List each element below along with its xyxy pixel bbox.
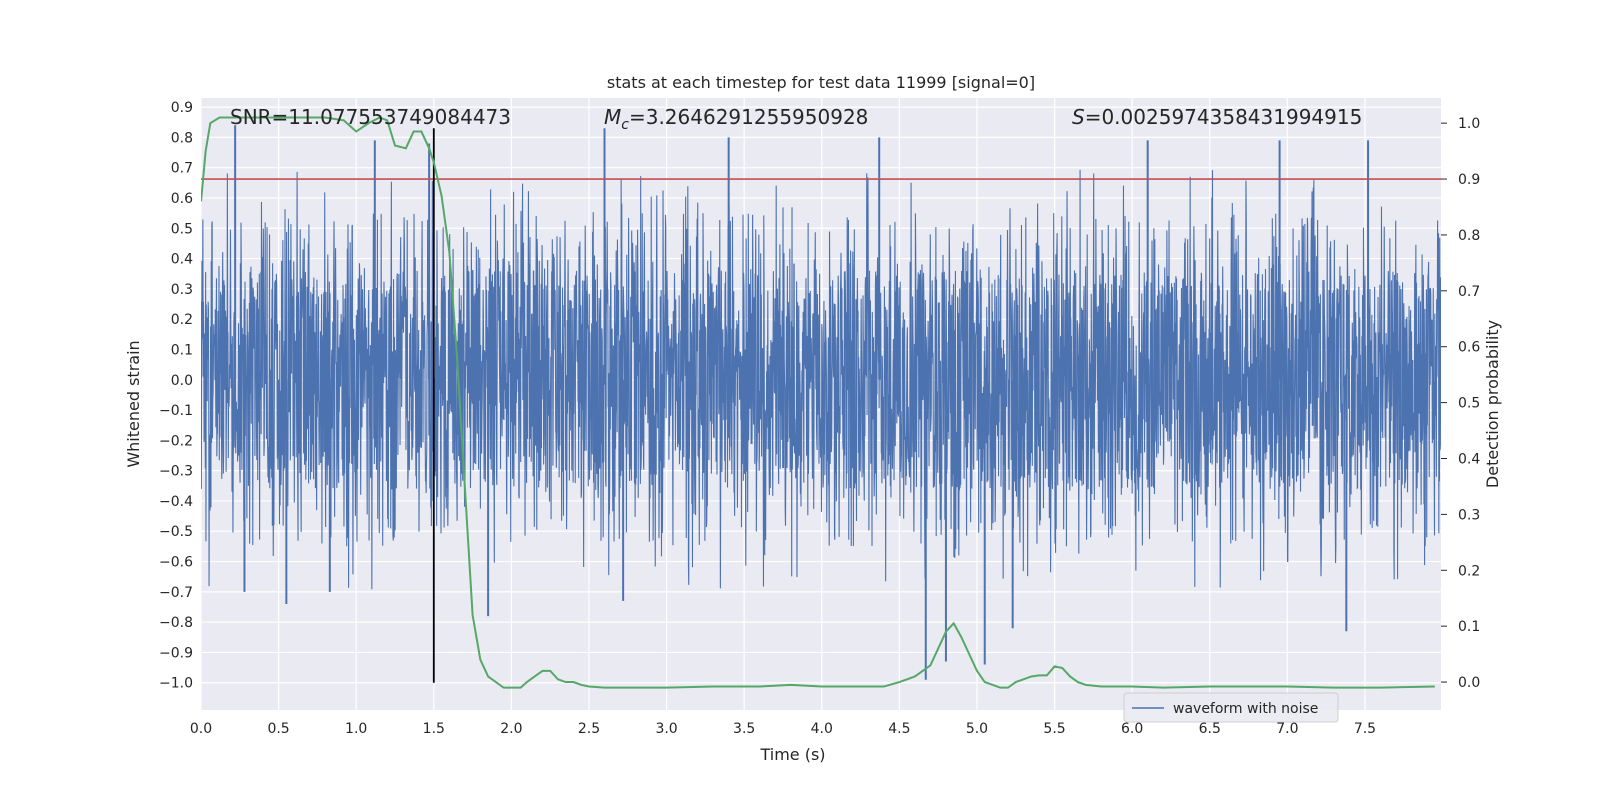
- chart-title: stats at each timestep for test data 119…: [607, 73, 1035, 92]
- y-axis-label: Whitened strain: [124, 340, 143, 467]
- y2-tick-label: 0.5: [1458, 396, 1480, 412]
- y2-axis-label: Detection probability: [1483, 320, 1502, 488]
- y-tick-label: −1.0: [159, 676, 193, 692]
- x-tick-label: 2.5: [578, 721, 600, 737]
- x-tick-label: 3.0: [655, 721, 677, 737]
- x-tick-label: 3.5: [733, 721, 755, 737]
- y-tick-label: −0.9: [159, 645, 193, 661]
- y2-tick-label: 0.6: [1458, 340, 1480, 356]
- x-tick-label: 5.5: [1043, 721, 1065, 737]
- waveform-line: [201, 169, 1441, 590]
- y2-tick-label: 0.9: [1458, 172, 1480, 188]
- y2-tick-label: 1.0: [1458, 116, 1480, 132]
- y2-tick-label: 0.4: [1458, 451, 1480, 467]
- y-tick-label: −0.4: [159, 494, 193, 510]
- y2-ticks: 1.0 0.9 0.8 0.7 0.6 0.5 0.4 0.3 0.2 0.1 0.0: [1441, 116, 1480, 691]
- legend-box: [1123, 692, 1339, 723]
- x-tick-label: 6.5: [1199, 721, 1221, 737]
- y-tick-label: 0.0: [171, 373, 193, 389]
- y-tick-label: −0.1: [159, 403, 193, 419]
- y-tick-label: 0.8: [171, 130, 193, 146]
- x-tick-label: 4.0: [811, 721, 833, 737]
- y-tick-label: −0.3: [159, 464, 193, 480]
- y-tick-label: 0.3: [171, 282, 193, 298]
- y-tick-label: 0.6: [171, 191, 193, 207]
- y2-tick-label: 0.0: [1458, 675, 1480, 691]
- y-ticks: 0.9 0.8 0.7 0.6 0.5 0.4 0.3 0.2 0.1 0.0 −0.1 −0.2 −0…: [159, 100, 193, 692]
- x-tick-label: 1.5: [423, 721, 445, 737]
- s-annotation: S=0.0025974358431994915: [1072, 105, 1362, 129]
- waveform-series: [201, 125, 1441, 680]
- x-ticks: 0.0 0.5 1.0 1.5 2.0 2.5 3.0 3.5 4.0 4.5 5.0 5.5 6.0 6…: [190, 721, 1376, 737]
- y-tick-label: −0.7: [159, 585, 193, 601]
- detection-probability-line: [201, 116, 1435, 689]
- y-tick-label: 0.2: [171, 312, 193, 328]
- y2-tick-label: 0.2: [1458, 563, 1480, 579]
- s-symbol: S: [1072, 105, 1085, 129]
- y-tick-label: 0.9: [171, 100, 193, 116]
- x-tick-label: 6.0: [1121, 721, 1143, 737]
- x-tick-label: 7.5: [1354, 721, 1376, 737]
- x-tick-label: 0.0: [190, 721, 212, 737]
- chirp-mass-subscript: c: [621, 117, 629, 133]
- s-value: =0.0025974358431994915: [1085, 105, 1363, 129]
- x-tick-label: 7.0: [1276, 721, 1298, 737]
- y2-tick-label: 0.3: [1458, 507, 1480, 523]
- y-tick-label: 0.4: [171, 252, 193, 268]
- y-tick-label: 0.7: [171, 161, 193, 177]
- y-tick-label: 0.1: [171, 342, 193, 358]
- y-tick-label: −0.6: [159, 555, 193, 571]
- y-tick-label: −0.5: [159, 524, 193, 540]
- y-tick-label: 0.5: [171, 221, 193, 237]
- x-tick-label: 5.0: [966, 721, 988, 737]
- legend-label-waveform: waveform with noise: [1173, 701, 1318, 717]
- chirp-mass-annotation: Mc=3.2646291255950928: [604, 105, 868, 133]
- y2-tick-label: 0.7: [1458, 284, 1480, 300]
- chirp-mass-symbol: M: [604, 105, 621, 129]
- chirp-mass-value: =3.2646291255950928: [629, 105, 868, 129]
- y2-tick-label: 0.1: [1458, 619, 1480, 635]
- y2-tick-label: 0.8: [1458, 228, 1480, 244]
- x-tick-label: 2.0: [500, 721, 522, 737]
- x-tick-label: 0.5: [267, 721, 289, 737]
- y-tick-label: −0.2: [159, 433, 193, 449]
- x-axis-label: Time (s): [759, 745, 825, 764]
- x-tick-label: 1.0: [345, 721, 367, 737]
- snr-annotation: SNR=11.077553749084473: [230, 105, 511, 129]
- x-tick-label: 4.5: [888, 721, 910, 737]
- legend: waveform with noise: [1123, 692, 1339, 723]
- y-tick-label: −0.8: [159, 615, 193, 631]
